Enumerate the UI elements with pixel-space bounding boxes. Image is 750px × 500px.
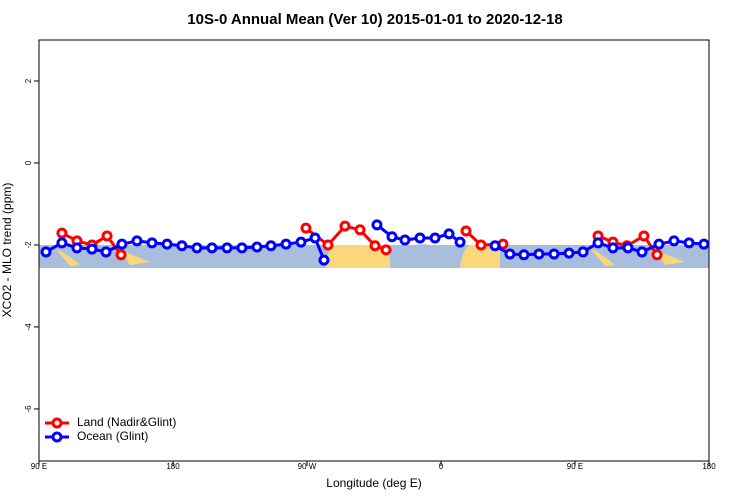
data-point xyxy=(101,230,113,242)
ocean-strip xyxy=(415,244,460,268)
data-point xyxy=(638,230,650,242)
legend-marker xyxy=(51,431,63,443)
data-point xyxy=(668,235,680,247)
data-point xyxy=(56,237,68,249)
data-point xyxy=(221,242,233,254)
data-point xyxy=(236,242,248,254)
data-point xyxy=(504,248,516,260)
data-point xyxy=(116,238,128,250)
data-point xyxy=(176,240,188,252)
data-point xyxy=(280,238,292,250)
x-tick-label: 180 xyxy=(166,462,180,471)
data-point xyxy=(386,231,398,243)
legend-label: Land (Nadir&Glint) xyxy=(77,415,176,429)
plot-frame xyxy=(38,39,710,462)
data-point xyxy=(592,237,604,249)
data-point xyxy=(265,240,277,252)
data-point xyxy=(115,249,127,261)
data-point xyxy=(339,220,351,232)
data-point xyxy=(40,246,52,258)
x-tick-label: 0 xyxy=(439,462,444,471)
data-point xyxy=(399,234,411,246)
x-tick-label: 90 W xyxy=(298,462,317,471)
x-tick-label: 90 E xyxy=(31,462,47,471)
data-point xyxy=(414,232,426,244)
data-point xyxy=(251,241,263,253)
data-point xyxy=(454,236,466,248)
x-axis-label: Longitude (deg E) xyxy=(326,476,421,490)
data-point xyxy=(146,237,158,249)
data-point xyxy=(651,249,663,261)
data-point xyxy=(300,222,312,234)
data-point xyxy=(443,228,455,240)
data-point xyxy=(371,219,383,231)
data-point xyxy=(636,246,648,258)
data-point xyxy=(354,224,366,236)
land-strip xyxy=(460,245,500,268)
data-point xyxy=(318,254,330,266)
data-point xyxy=(131,235,143,247)
y-tick-label: -4 xyxy=(24,323,33,331)
data-point xyxy=(206,242,218,254)
data-point xyxy=(71,242,83,254)
data-point xyxy=(191,242,203,254)
data-point xyxy=(518,249,530,261)
data-point xyxy=(161,238,173,250)
land-strip xyxy=(55,248,150,266)
y-tick-label: -6 xyxy=(24,405,33,413)
data-point xyxy=(460,225,472,237)
legend-label: Ocean (Glint) xyxy=(77,429,148,443)
y-axis-label: XCO2 - MLO trend (ppm) xyxy=(0,183,14,318)
data-point xyxy=(607,242,619,254)
data-point xyxy=(548,248,560,260)
data-point xyxy=(369,240,381,252)
x-tick-label: 90 E xyxy=(567,462,583,471)
data-point xyxy=(100,246,112,258)
data-point xyxy=(563,247,575,259)
data-point xyxy=(429,232,441,244)
data-point xyxy=(322,239,334,251)
data-point xyxy=(653,238,665,250)
y-tick-label: 2 xyxy=(24,78,33,83)
y-tick-label: 0 xyxy=(24,160,33,165)
y-tick-label: -2 xyxy=(24,241,33,249)
data-point xyxy=(56,227,68,239)
data-point xyxy=(533,248,545,260)
data-point xyxy=(86,243,98,255)
data-point xyxy=(698,238,710,250)
chart-title: 10S-0 Annual Mean (Ver 10) 2015-01-01 to… xyxy=(187,11,562,28)
x-tick-label: 180 xyxy=(702,462,716,471)
data-point xyxy=(489,240,501,252)
data-point xyxy=(683,237,695,249)
data-point xyxy=(475,239,487,251)
data-point xyxy=(380,244,392,256)
legend-marker xyxy=(51,417,63,429)
data-point xyxy=(295,236,307,248)
data-point xyxy=(309,232,321,244)
data-point xyxy=(622,242,634,254)
data-point xyxy=(577,246,589,258)
